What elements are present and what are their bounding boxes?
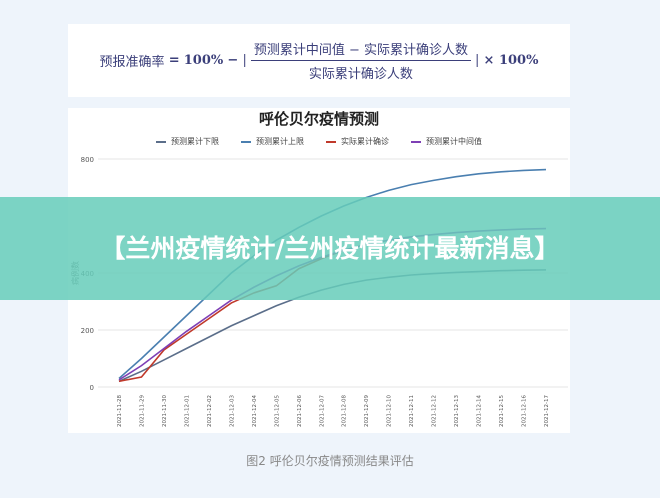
x-tick-label: 2021-12-12: [432, 395, 438, 427]
x-tick-label: 2021-12-06: [297, 395, 303, 427]
y-tick-label: 800: [81, 156, 94, 164]
x-tick-label: 2021-12-04: [252, 395, 258, 427]
x-tick-label: 2021-12-11: [409, 395, 415, 427]
x-tick-label: 2021-12-02: [207, 395, 213, 427]
legend-swatch: [411, 140, 421, 143]
formula-lhs: 预报准确率: [99, 55, 165, 70]
x-tick-label: 2021-12-01: [184, 395, 190, 427]
legend-swatch: [156, 140, 166, 143]
legend-label: 预测累计上限: [256, 137, 304, 146]
formula-times: × 100%: [483, 53, 539, 68]
legend-item[interactable]: 实际累计确诊: [326, 136, 389, 147]
figure-caption: 图2 呼伦贝尔疫情预测结果评估: [246, 454, 414, 468]
y-tick-label: 0: [90, 384, 94, 392]
title-banner: 【兰州疫情统计/兰州疫情统计最新消息】: [0, 197, 660, 300]
x-tick-label: 2021-12-10: [387, 395, 393, 427]
x-tick-label: 2021-12-14: [477, 395, 483, 427]
formula-bar-right: |: [475, 53, 480, 68]
x-tick-label: 2021-12-05: [274, 395, 280, 427]
formula-minus: −: [227, 53, 239, 68]
legend-label: 预测累计中间值: [426, 137, 482, 146]
x-tick-label: 2021-12-16: [522, 395, 528, 427]
x-tick-label: 2021-12-13: [454, 395, 460, 427]
x-tick-label: 2021-12-09: [364, 395, 370, 427]
formula-bar-left: |: [242, 53, 247, 68]
legend-item[interactable]: 预测累计上限: [241, 136, 304, 147]
legend-label: 预测累计下限: [171, 137, 219, 146]
legend-item[interactable]: 预测累计中间值: [411, 136, 482, 147]
formula-fraction: 预测累计中间值 − 实际累计确诊人数 实际累计确诊人数: [250, 39, 471, 82]
x-tick-label: 2021-11-29: [139, 395, 145, 427]
x-tick-label: 2021-11-30: [162, 395, 168, 427]
x-tick-label: 2021-11-28: [117, 395, 123, 427]
banner-title: 【兰州疫情统计/兰州疫情统计最新消息】: [100, 233, 560, 263]
y-tick-label: 200: [81, 327, 94, 335]
formula-eq: =: [168, 53, 180, 68]
x-tick-label: 2021-12-07: [319, 395, 325, 427]
legend-item[interactable]: 预测累计下限: [156, 136, 219, 147]
formula-100: 100%: [183, 53, 224, 68]
legend-label: 实际累计确诊: [341, 137, 389, 146]
legend-swatch: [326, 140, 336, 143]
formula-denominator: 实际累计确诊人数: [308, 67, 413, 82]
x-tick-label: 2021-12-03: [229, 395, 235, 427]
x-tick-label: 2021-12-15: [499, 395, 505, 427]
chart-title: 呼伦贝尔疫情预测: [258, 110, 379, 128]
x-tick-label: 2021-12-08: [342, 395, 348, 427]
formula-panel: 预报准确率 = 100% − | 预测累计中间值 − 实际累计确诊人数 实际累计…: [68, 24, 570, 97]
chart-legend: 预测累计下限 预测累计上限 实际累计确诊 预测累计中间值: [68, 136, 570, 147]
formula-numerator: 预测累计中间值 − 实际累计确诊人数: [250, 39, 471, 61]
x-tick-label: 2021-12-17: [544, 395, 550, 427]
legend-swatch: [241, 140, 251, 143]
